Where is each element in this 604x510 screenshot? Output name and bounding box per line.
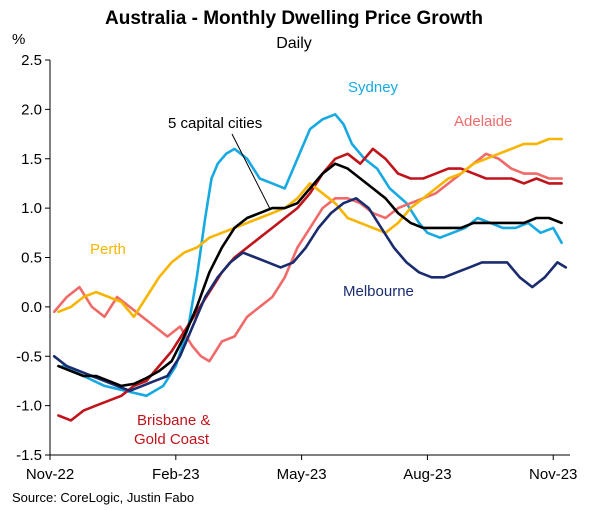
series-label-sydney: Sydney <box>348 79 399 96</box>
annotation: 5 capital cities <box>168 115 271 210</box>
x-tick-label: Nov-22 <box>26 466 74 483</box>
series-label-melbourne: Melbourne <box>343 283 414 300</box>
y-tick-label: -0.5 <box>16 348 42 365</box>
chart-subtitle: Daily <box>276 35 312 52</box>
annotation-5-capital-cities: 5 capital cities <box>168 115 262 132</box>
x-tick-label: Feb-23 <box>152 466 200 483</box>
series-line-brisbane-gold-coast <box>57 147 563 422</box>
y-tick-label: 0.0 <box>21 299 42 316</box>
y-tick-label: 2.5 <box>21 52 42 69</box>
series-label-perth: Perth <box>90 241 126 258</box>
x-tick-label: Nov-23 <box>529 466 577 483</box>
y-tick-label: -1.0 <box>16 398 42 415</box>
x-tick-label: May-23 <box>277 466 327 483</box>
series-layer <box>52 113 568 422</box>
series-line-5-capital-cities <box>57 162 563 388</box>
series-label-adelaide: Adelaide <box>454 113 512 130</box>
series-line-melbourne <box>52 197 568 393</box>
series-labels: Sydney Adelaide Brisbane & Gold Coast Perth M… <box>90 79 512 448</box>
annotation-arrow <box>231 133 271 210</box>
y-tick-label: -1.5 <box>16 447 42 464</box>
source-note: Source: CoreLogic, Justin Fabo <box>12 490 194 505</box>
y-tick-label: 1.5 <box>21 151 42 168</box>
x-tick-label: Aug-23 <box>403 466 451 483</box>
series-line-sydney <box>61 113 563 398</box>
series-label-brisbane-gold-coast: Gold Coast <box>134 431 210 448</box>
axes: 2.5 2.0 1.5 1.0 0.5 0.0 -0.5 -1.0 -1.5 Nov-22 Feb-… <box>16 52 577 483</box>
series-label-brisbane-gold-coast: Brisbane & <box>137 412 210 429</box>
y-axis-label: % <box>12 31 25 48</box>
y-tick-label: 2.0 <box>21 101 42 118</box>
series-line-perth <box>57 137 563 319</box>
chart-title: Australia - Monthly Dwelling Price Growt… <box>105 8 483 29</box>
y-tick-label: 0.5 <box>21 250 42 267</box>
y-tick-label: 1.0 <box>21 200 42 217</box>
